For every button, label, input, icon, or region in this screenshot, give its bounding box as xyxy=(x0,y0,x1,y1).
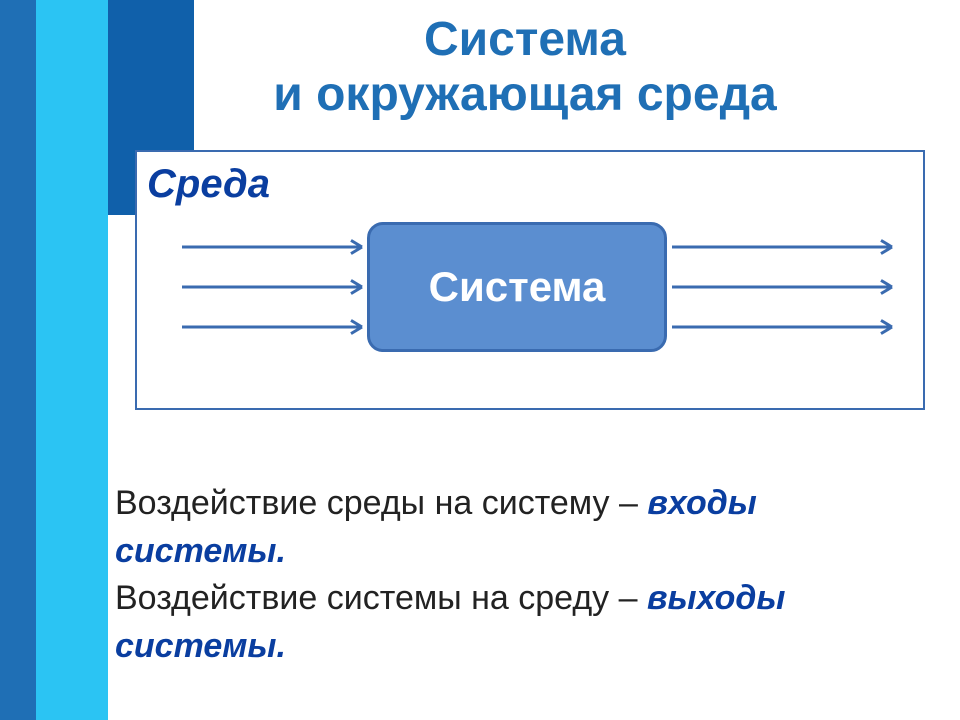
system-box: Система xyxy=(367,222,667,352)
caption-line-1: Воздействие среды на систему – входы сис… xyxy=(115,480,930,575)
output-arrows xyxy=(672,236,903,338)
title-line-1: Система xyxy=(424,13,626,66)
caption-2-prefix: Воздействие системы на среду – xyxy=(115,579,647,617)
system-label: Система xyxy=(429,263,606,311)
title-line-2: и окружающая среда xyxy=(273,68,776,121)
input-arrows xyxy=(182,236,373,338)
caption-line-2: Воздействие системы на среду – выходы си… xyxy=(115,575,930,670)
environment-box: Среда Система xyxy=(135,150,925,410)
left-stripe-light xyxy=(36,0,108,720)
caption-1-prefix: Воздействие среды на систему – xyxy=(115,484,647,522)
page-title: Система и окружающая среда xyxy=(110,12,940,122)
environment-label: Среда xyxy=(147,162,270,207)
caption-block: Воздействие среды на систему – входы сис… xyxy=(115,480,930,670)
left-stripe-dark xyxy=(0,0,36,720)
